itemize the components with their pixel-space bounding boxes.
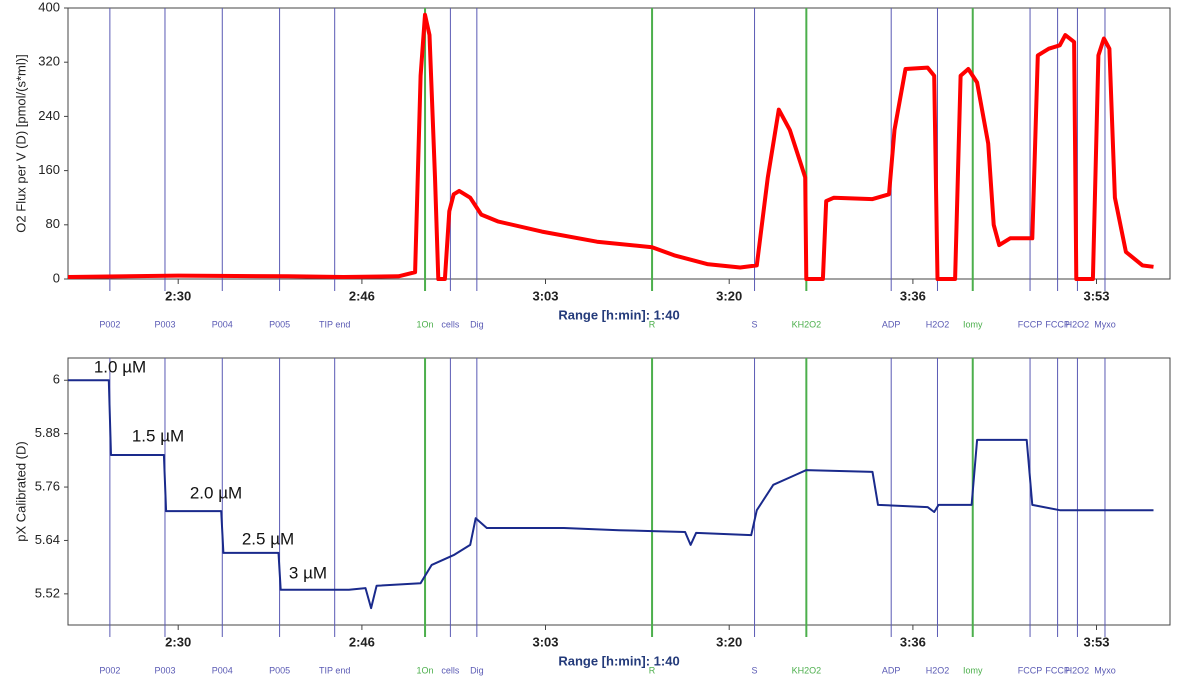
x-tick-label: 3:36 (900, 288, 926, 303)
x-tick-label: 3:36 (900, 634, 926, 649)
event-label: P005 (269, 665, 290, 675)
event-label: P002 (99, 319, 120, 329)
event-label: Dig (470, 665, 484, 675)
x-tick-label: 3:20 (716, 288, 742, 303)
y-tick-label: 0 (53, 270, 60, 285)
y-tick-label: 5.64 (35, 532, 60, 547)
x-tick-label: 3:03 (532, 634, 558, 649)
event-label: Myxo (1094, 665, 1116, 675)
event-label: FCCP (1045, 319, 1070, 329)
event-label: Iomy (963, 319, 983, 329)
annotation: 1.0 µM (94, 357, 146, 376)
annotation: 3 µM (289, 563, 327, 582)
event-label: ADP (882, 319, 901, 329)
y-axis-label: O2 Flux per V (D) [pmol/(s*ml)] (13, 54, 28, 232)
event-label: cells (441, 319, 460, 329)
event-label: P003 (154, 319, 175, 329)
y-axis-label: pX Calibrated (D) (13, 441, 28, 541)
event-label: S (752, 319, 758, 329)
event-label: FCCP (1018, 319, 1043, 329)
annotation: 2.5 µM (242, 529, 294, 548)
y-tick-label: 400 (38, 0, 60, 14)
event-label: H2O2 (926, 665, 950, 675)
event-label: P003 (154, 665, 175, 675)
annotation: 2.0 µM (190, 483, 242, 502)
y-tick-label: 320 (38, 54, 60, 69)
x-tick-label: 3:53 (1083, 634, 1109, 649)
plot-area (67, 7, 1171, 280)
x-tick-label: 2:46 (349, 634, 375, 649)
event-label: FCCP (1045, 665, 1070, 675)
event-label: P002 (99, 665, 120, 675)
event-label: P005 (269, 319, 290, 329)
event-label: 1On (417, 665, 434, 675)
event-label: FCCP (1018, 665, 1043, 675)
event-label: TIP end (319, 319, 350, 329)
x-tick-label: 3:20 (716, 634, 742, 649)
event-label: R (649, 665, 656, 675)
event-label: TIP end (319, 665, 350, 675)
event-label: H2O2 (926, 319, 950, 329)
event-label: P004 (212, 319, 233, 329)
y-tick-label: 160 (38, 162, 60, 177)
y-tick-label: 5.88 (35, 425, 60, 440)
data-line (67, 12, 1154, 281)
event-label: H2O2 (1066, 319, 1090, 329)
plot-area (67, 357, 1171, 626)
y-tick-label: 240 (38, 108, 60, 123)
x-tick-label: 2:30 (165, 634, 191, 649)
y-tick-label: 6 (53, 372, 60, 387)
event-label: P004 (212, 665, 233, 675)
x-axis-label: Range [h:min]: 1:40 (558, 653, 679, 668)
event-label: R (649, 319, 656, 329)
y-tick-label: 5.76 (35, 478, 60, 493)
annotation: 1.5 µM (132, 426, 184, 445)
event-label: Dig (470, 319, 484, 329)
event-label: cells (441, 665, 460, 675)
x-tick-label: 2:46 (349, 288, 375, 303)
x-tick-label: 3:03 (532, 288, 558, 303)
event-label: KH2O2 (792, 665, 822, 675)
event-label: S (752, 665, 758, 675)
event-label: Iomy (963, 665, 983, 675)
data-line (68, 379, 1154, 610)
event-label: Myxo (1094, 319, 1116, 329)
x-tick-label: 2:30 (165, 288, 191, 303)
event-label: ADP (882, 665, 901, 675)
event-label: 1On (417, 319, 434, 329)
x-axis-label: Range [h:min]: 1:40 (558, 307, 679, 322)
event-label: H2O2 (1066, 665, 1090, 675)
y-tick-label: 80 (46, 216, 60, 231)
x-tick-label: 3:53 (1083, 288, 1109, 303)
event-label: KH2O2 (792, 319, 822, 329)
y-tick-label: 5.52 (35, 585, 60, 600)
